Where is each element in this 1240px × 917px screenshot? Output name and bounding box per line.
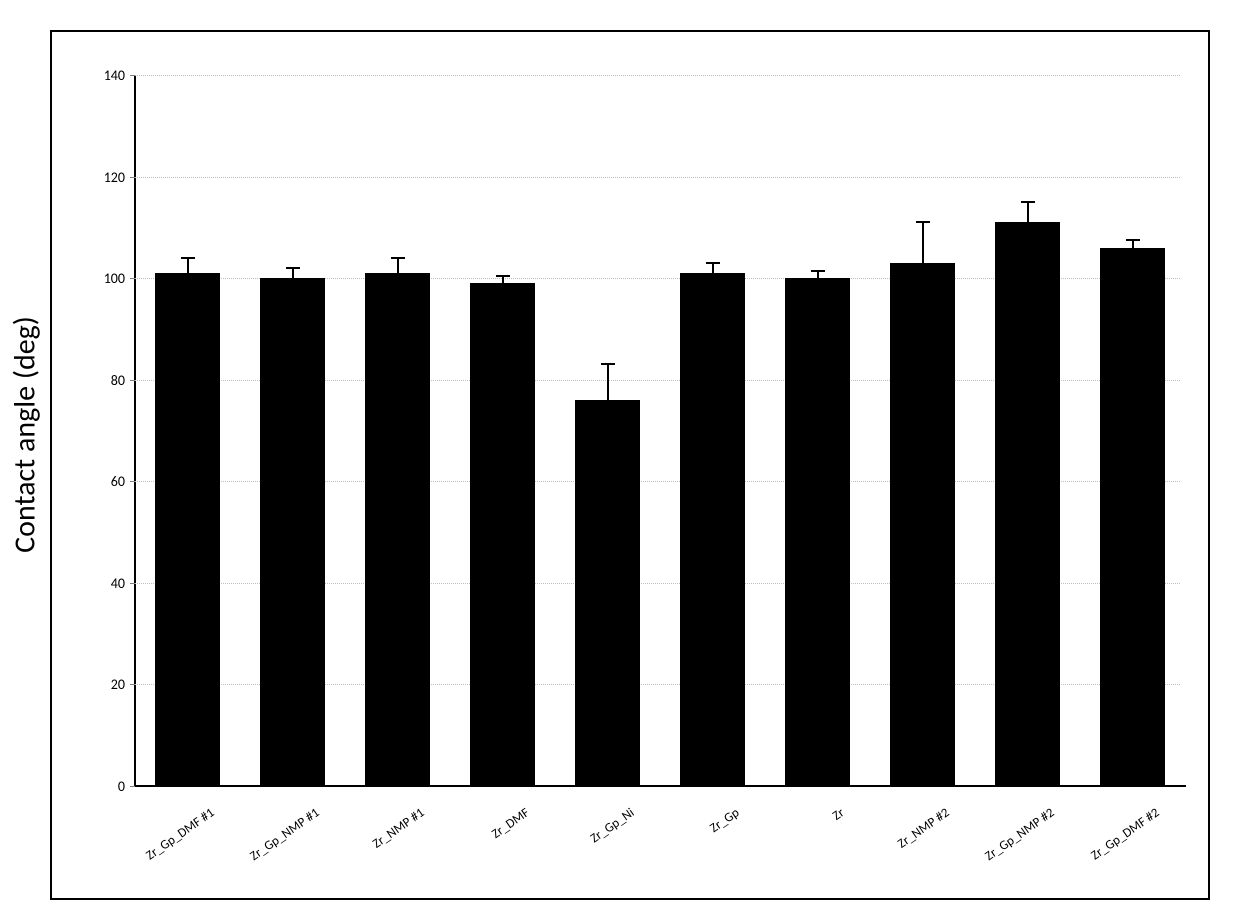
error-bar-cap — [496, 275, 510, 277]
bar — [575, 400, 640, 786]
bar — [785, 278, 850, 786]
error-bar — [607, 364, 609, 400]
y-tick-mark — [130, 177, 135, 178]
error-bar — [922, 222, 924, 263]
y-tick-mark — [130, 786, 135, 787]
y-tick-label: 60 — [80, 473, 125, 490]
bar — [1100, 248, 1165, 786]
y-tick-label: 120 — [80, 169, 125, 186]
error-bar-cap — [706, 262, 720, 264]
error-bar-cap — [1021, 201, 1035, 203]
error-bar-cap — [1126, 239, 1140, 241]
error-bar-cap — [811, 270, 825, 272]
y-tick-label: 140 — [80, 67, 125, 84]
gridline — [135, 75, 1180, 76]
y-tick-label: 0 — [80, 778, 125, 795]
y-tick-mark — [130, 684, 135, 685]
bar — [995, 222, 1060, 786]
gridline — [135, 177, 1180, 178]
y-tick-label: 80 — [80, 372, 125, 389]
error-bar — [292, 268, 294, 278]
bar — [365, 273, 430, 786]
error-bar — [1132, 240, 1134, 248]
bar — [890, 263, 955, 786]
bar — [155, 273, 220, 786]
y-tick-mark — [130, 380, 135, 381]
error-bar — [397, 258, 399, 273]
bar — [470, 283, 535, 786]
error-bar — [1027, 202, 1029, 222]
bar — [260, 278, 325, 786]
bar — [680, 273, 745, 786]
error-bar-cap — [601, 363, 615, 365]
error-bar-cap — [286, 267, 300, 269]
y-tick-mark — [130, 278, 135, 279]
y-axis-line — [134, 75, 136, 786]
error-bar — [187, 258, 189, 273]
y-tick-mark — [130, 583, 135, 584]
error-bar — [817, 271, 819, 279]
error-bar-cap — [181, 257, 195, 259]
error-bar — [502, 276, 504, 284]
y-tick-label: 20 — [80, 676, 125, 693]
error-bar — [712, 263, 714, 273]
y-tick-mark — [130, 481, 135, 482]
error-bar-cap — [916, 221, 930, 223]
y-tick-label: 40 — [80, 575, 125, 592]
y-tick-label: 100 — [80, 270, 125, 287]
y-axis-label: Contact angle (deg) — [7, 284, 44, 584]
y-tick-mark — [130, 75, 135, 76]
error-bar-cap — [391, 257, 405, 259]
